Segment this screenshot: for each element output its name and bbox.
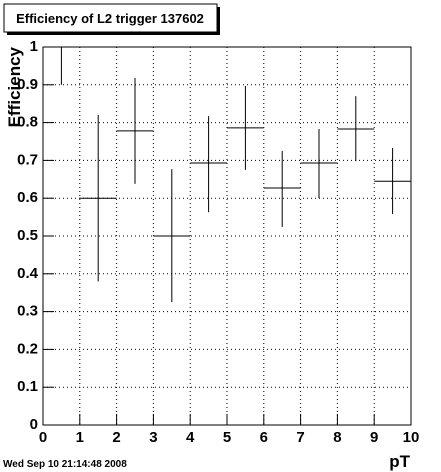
x-tick-label: 1 bbox=[76, 429, 84, 446]
footer: Wed Sep 10 21:14:48 2008 bbox=[3, 459, 127, 470]
y-tick-label: 0.7 bbox=[17, 151, 38, 168]
x-tick-label: 10 bbox=[403, 429, 420, 446]
x-tick-label: 9 bbox=[370, 429, 378, 446]
y-tick-label: 0.5 bbox=[17, 227, 38, 244]
y-tick-label: 0.8 bbox=[17, 114, 38, 131]
y-tick-label: 0.9 bbox=[17, 76, 38, 93]
y-tick-label: 0.3 bbox=[17, 303, 38, 320]
y-tick-label: 0.1 bbox=[17, 378, 38, 395]
chart-title: Efficiency of L2 trigger 137602 bbox=[16, 11, 204, 26]
plot-frame bbox=[42, 46, 412, 426]
y-tick-label: 1 bbox=[30, 38, 38, 55]
x-tick-label: 8 bbox=[333, 429, 341, 446]
x-tick-label: 4 bbox=[186, 429, 195, 446]
y-tick-label: 0 bbox=[30, 416, 38, 433]
x-tick-label: 6 bbox=[260, 429, 268, 446]
y-tick-label: 0.4 bbox=[17, 265, 39, 282]
x-tick-label: 5 bbox=[223, 429, 231, 446]
x-tick-label: 7 bbox=[296, 429, 304, 446]
y-tick-label: 0.2 bbox=[17, 340, 38, 357]
y-axis-title: Efficiency bbox=[5, 46, 24, 127]
x-tick-label: 3 bbox=[149, 429, 157, 446]
title-box bbox=[3, 3, 218, 33]
x-tick-label: 2 bbox=[112, 429, 120, 446]
x-axis-title: pT bbox=[389, 452, 410, 471]
x-tick-label: 0 bbox=[39, 429, 47, 446]
y-tick-label: 0.6 bbox=[17, 189, 38, 206]
